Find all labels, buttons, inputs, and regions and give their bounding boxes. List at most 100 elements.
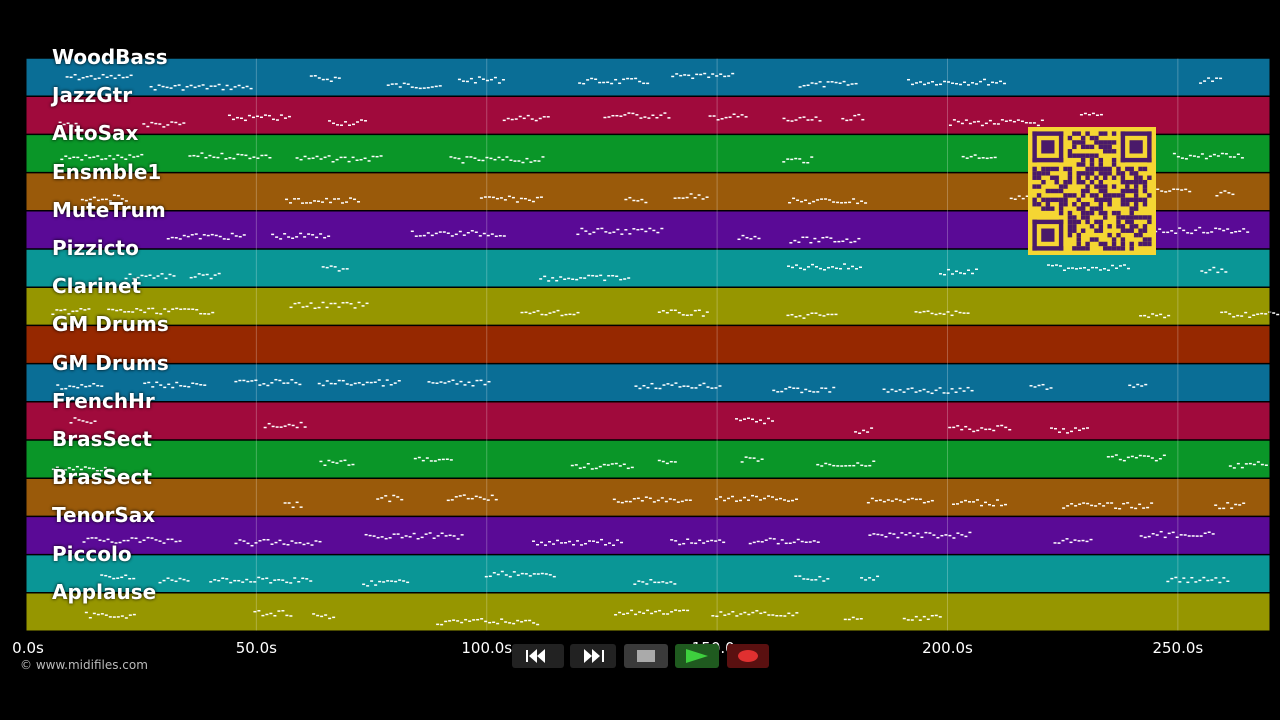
note xyxy=(620,541,624,544)
qr-module xyxy=(1120,202,1126,207)
qr-module xyxy=(1076,140,1081,145)
note xyxy=(64,387,68,390)
note xyxy=(120,156,124,159)
record-icon xyxy=(738,650,758,662)
note xyxy=(226,238,230,241)
note xyxy=(268,157,272,159)
note xyxy=(955,82,959,85)
note xyxy=(329,201,333,204)
note xyxy=(1202,576,1206,579)
note xyxy=(1085,427,1089,429)
note xyxy=(892,533,896,535)
note xyxy=(161,85,165,88)
note xyxy=(922,310,926,313)
note xyxy=(100,385,104,387)
fast-forward-button[interactable] xyxy=(570,644,616,668)
note xyxy=(294,542,298,544)
note xyxy=(586,463,590,465)
note xyxy=(984,428,988,431)
rewind-button[interactable] xyxy=(512,644,564,668)
note xyxy=(1142,507,1146,509)
note xyxy=(321,384,325,387)
note xyxy=(915,82,919,84)
note xyxy=(394,580,398,583)
piano-roll[interactable] xyxy=(0,0,1280,640)
qr-module xyxy=(1085,166,1090,172)
note xyxy=(1139,315,1143,317)
note xyxy=(390,580,394,582)
note xyxy=(524,311,528,314)
note xyxy=(321,78,325,81)
note xyxy=(646,386,650,389)
note xyxy=(728,116,732,118)
note xyxy=(1155,314,1159,317)
note xyxy=(465,156,469,158)
note xyxy=(755,610,759,612)
note xyxy=(1170,577,1174,580)
note xyxy=(648,227,652,230)
note xyxy=(384,495,388,497)
note xyxy=(818,120,822,122)
note xyxy=(366,585,370,587)
note xyxy=(493,76,497,79)
qr-module xyxy=(1129,210,1134,216)
note xyxy=(1065,432,1069,434)
note xyxy=(1049,387,1053,389)
note xyxy=(661,460,665,463)
qr-module xyxy=(1125,215,1130,220)
note xyxy=(668,498,672,500)
note xyxy=(454,496,458,498)
note xyxy=(452,535,456,537)
note xyxy=(310,544,314,546)
note xyxy=(576,233,580,236)
note xyxy=(487,196,491,198)
note xyxy=(691,77,695,80)
qr-module xyxy=(1142,237,1148,242)
note xyxy=(1021,197,1025,200)
play-button[interactable] xyxy=(675,644,719,668)
note xyxy=(794,575,798,577)
note xyxy=(240,154,244,156)
note xyxy=(743,418,747,420)
track-label: MuteTrum xyxy=(52,197,166,222)
note xyxy=(723,614,727,616)
note xyxy=(392,494,396,497)
note xyxy=(677,311,681,314)
note xyxy=(969,155,973,158)
note xyxy=(1236,314,1240,317)
note xyxy=(1216,155,1220,157)
note xyxy=(1073,427,1077,429)
note xyxy=(665,582,669,584)
note xyxy=(83,309,87,311)
note xyxy=(860,464,864,467)
qr-module xyxy=(1089,166,1095,172)
note xyxy=(378,580,382,583)
note xyxy=(158,581,162,584)
stop-button[interactable] xyxy=(624,644,668,668)
note xyxy=(635,114,639,116)
qr-module xyxy=(1072,153,1077,158)
note xyxy=(719,611,723,613)
note xyxy=(996,425,1000,427)
qr-module xyxy=(1138,215,1143,220)
note xyxy=(229,88,233,91)
note xyxy=(174,540,178,543)
note xyxy=(848,464,852,467)
note xyxy=(1192,155,1196,157)
qr-module xyxy=(1120,175,1126,180)
note xyxy=(1114,507,1118,509)
note xyxy=(580,227,584,230)
record-button[interactable] xyxy=(727,644,769,668)
note xyxy=(287,115,291,118)
note xyxy=(282,543,286,545)
note xyxy=(175,381,179,384)
note xyxy=(1028,122,1032,124)
note xyxy=(731,72,735,75)
note xyxy=(1179,534,1183,536)
track-lane xyxy=(26,592,1270,631)
note xyxy=(790,313,794,316)
note xyxy=(382,581,386,583)
note xyxy=(992,429,996,432)
track-lane xyxy=(26,516,1270,555)
note xyxy=(926,391,930,393)
